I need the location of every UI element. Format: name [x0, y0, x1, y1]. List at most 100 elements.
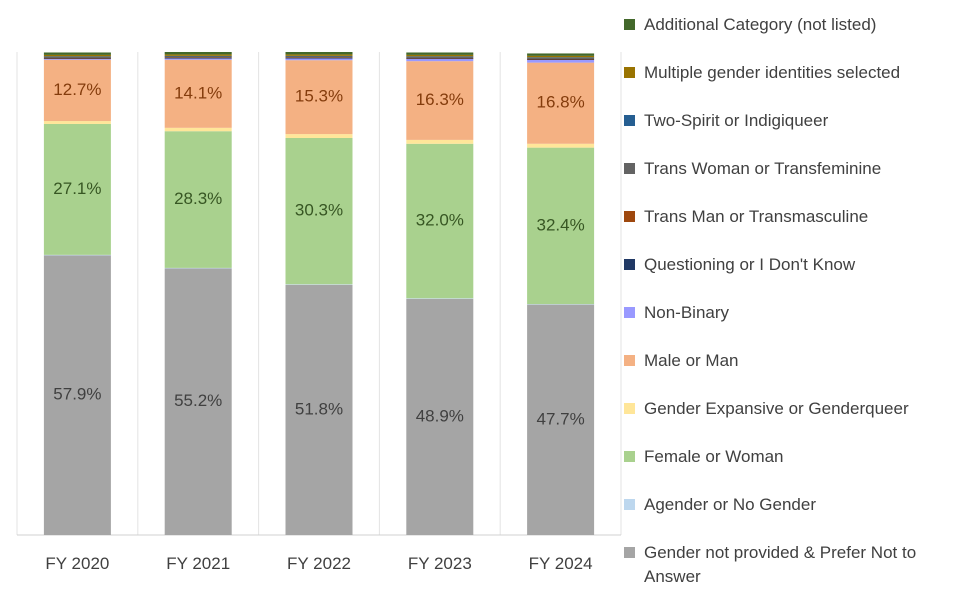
bar-segment [406, 58, 474, 60]
x-tick-label: FY 2023 [408, 554, 472, 573]
legend-label: Trans Woman or Transfeminine [644, 159, 882, 178]
legend-item: Two-Spirit or Indigiqueer [624, 109, 944, 133]
bar-segment [164, 58, 232, 59]
bar-segment [527, 57, 595, 58]
legend-label: Two-Spirit or Indigiqueer [644, 111, 829, 130]
bar-segment [285, 284, 353, 285]
data-label: 27.1% [53, 179, 101, 198]
bar-segment [527, 59, 595, 63]
bar-segment [43, 123, 111, 255]
bar-segment [527, 304, 595, 305]
legend-label: Gender not provided & Prefer Not to Answ… [644, 543, 917, 586]
legend-item: Gender not provided & Prefer Not to Answ… [624, 541, 944, 589]
data-label: 47.7% [536, 409, 584, 428]
data-labels: 57.9% 27.1% 12.7% 55.2% 28.3% 14.1% 51.8% 30.3%… [53, 80, 584, 428]
legend-swatch [624, 403, 635, 414]
legend-label: Non-Binary [644, 303, 730, 322]
bar-segment [285, 134, 353, 138]
bar-segment [164, 59, 232, 128]
bar-segment [527, 62, 595, 144]
bar-segment [285, 137, 353, 285]
legend-label: Trans Man or Transmasculine [644, 207, 869, 226]
bar-segment [527, 59, 595, 60]
legend-item: Non-Binary [624, 301, 944, 325]
bar-segment [285, 60, 353, 135]
bar-segment [406, 58, 474, 59]
data-label: 12.7% [53, 80, 101, 99]
legend-swatch [624, 163, 635, 174]
data-label: 48.9% [416, 406, 464, 425]
bar-segment [43, 58, 111, 59]
x-tick-label: FY 2024 [529, 554, 593, 573]
bar-segment [527, 143, 595, 148]
legend-swatch [624, 307, 635, 318]
legend-item: Trans Man or Transmasculine [624, 205, 944, 229]
legend-swatch [624, 355, 635, 366]
bar-segment [285, 56, 353, 58]
bar-segment [285, 58, 353, 59]
bar-segment [164, 52, 232, 55]
bar-segment [527, 53, 595, 56]
bar-segment [164, 55, 232, 57]
bar-segment [43, 58, 111, 60]
bar-segment [43, 59, 111, 122]
bar-segment [406, 139, 474, 144]
legend-item: Male or Man [624, 349, 944, 373]
x-axis-tick-labels: FY 2020 FY 2021 FY 2022 FY 2023 FY 2024 [45, 554, 592, 573]
legend-swatch [624, 547, 635, 558]
data-label: 55.2% [174, 391, 222, 410]
legend-swatch [624, 211, 635, 222]
bar-segment [406, 56, 474, 57]
bar-segment [285, 58, 353, 61]
bar-segment [285, 54, 353, 56]
data-label: 51.8% [295, 399, 343, 418]
bar-segment [164, 131, 232, 268]
bar-segment [164, 54, 232, 56]
bar-segment [164, 127, 232, 132]
bar-segment [406, 58, 474, 62]
data-label: 32.4% [536, 215, 584, 234]
legend-swatch [624, 259, 635, 270]
bar-segment [527, 147, 595, 305]
legend-label: Questioning or I Don't Know [644, 255, 856, 274]
legend-swatch [624, 67, 635, 78]
data-label: 15.3% [295, 87, 343, 106]
bar-segment [43, 58, 111, 60]
bar-segment [43, 56, 111, 59]
bar-segment [164, 58, 232, 60]
legend-label: Male or Man [644, 351, 739, 370]
bar-segment [406, 54, 474, 57]
bar-segment [164, 56, 232, 58]
bar-segment [406, 298, 474, 535]
bar-segment [527, 304, 595, 535]
legend-label: Agender or No Gender [644, 495, 816, 514]
legend-item: Additional Category (not listed) [624, 13, 944, 37]
legend-item: Gender Expansive or Genderqueer [624, 397, 944, 421]
legend: Additional Category (not listed) Multiple… [624, 0, 960, 600]
bar-segment [285, 284, 353, 535]
data-label: 14.1% [174, 83, 222, 102]
bar-segment [43, 56, 111, 57]
legend-item: Agender or No Gender [624, 493, 944, 517]
bar-segment [527, 55, 595, 58]
bar-segment [285, 57, 353, 59]
x-tick-label: FY 2022 [287, 554, 351, 573]
legend-item: Trans Woman or Transfeminine [624, 157, 944, 181]
data-label: 57.9% [53, 385, 101, 404]
legend-swatch [624, 115, 635, 126]
bar-segment [164, 268, 232, 535]
bar-segment [406, 298, 474, 299]
bar-segment [406, 52, 474, 55]
bar-segment [406, 143, 474, 299]
x-tick-label: FY 2021 [166, 554, 230, 573]
legend-swatch [624, 451, 635, 462]
data-label: 32.0% [416, 211, 464, 230]
bar-segment [527, 59, 595, 60]
bar-segment [164, 267, 232, 269]
bar-segment [285, 52, 353, 55]
bar-segment [43, 255, 111, 535]
data-label: 30.3% [295, 201, 343, 220]
legend-label: Multiple gender identities selected [644, 63, 901, 82]
bar-segment [164, 57, 232, 59]
